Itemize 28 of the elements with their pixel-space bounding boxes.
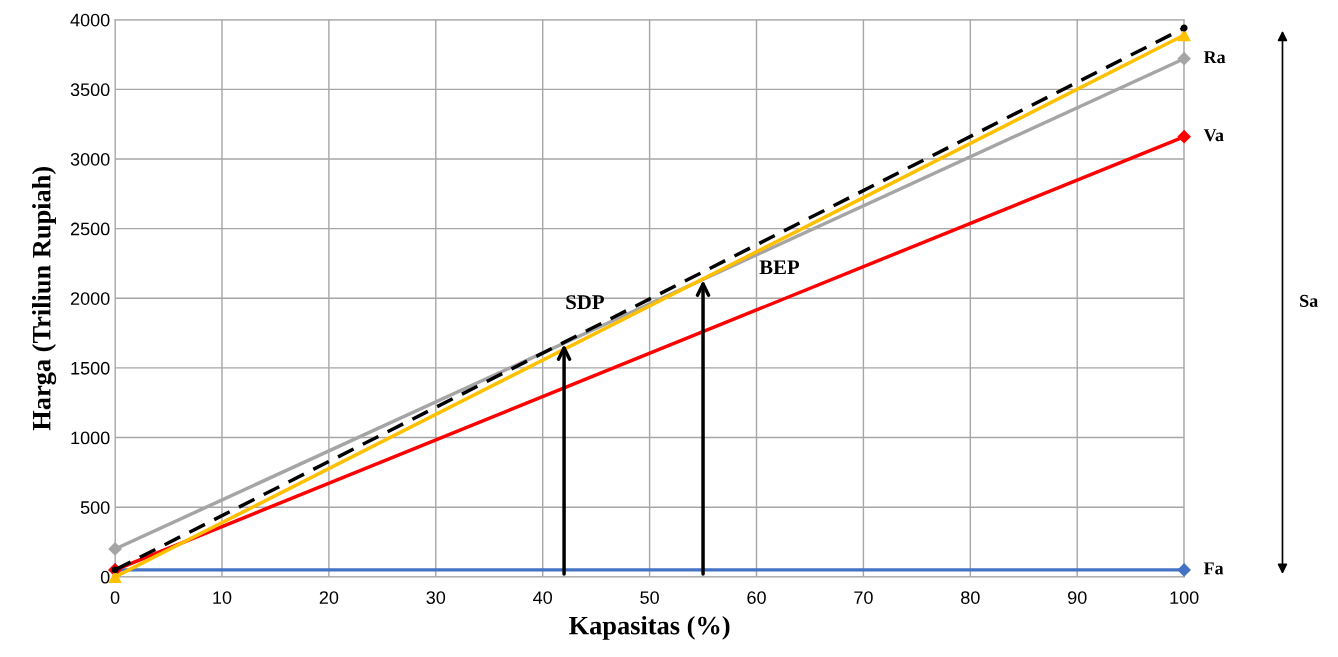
x-tick-label: 10 <box>213 591 232 604</box>
y-tick-label: 500 <box>80 501 110 514</box>
x-tick-label: 80 <box>961 591 980 604</box>
x-tick-label: 30 <box>426 591 446 604</box>
text: Sa <box>1300 294 1318 307</box>
y-tick-label: 1000 <box>71 431 110 445</box>
x-tick-label: 60 <box>747 591 766 604</box>
x-tick-label: 50 <box>640 591 659 604</box>
y-tick-label: 2000 <box>70 292 110 305</box>
y-tick-label: 2500 <box>70 222 110 236</box>
x-tick-label: 70 <box>854 591 873 604</box>
annotation: BEP <box>759 260 800 275</box>
y-tick-label: 3000 <box>70 152 110 166</box>
x-axis-title: Kapasitas (%) <box>569 615 730 640</box>
x-tick-label: 100 <box>1170 591 1199 604</box>
annotation: SDP <box>566 295 604 310</box>
series-label: Ra <box>1203 51 1226 64</box>
y-tick-label: 4000 <box>70 13 110 27</box>
x-tick-label: 90 <box>1068 591 1087 604</box>
x-tick-label: 20 <box>319 591 339 604</box>
y-axis-title: Harga (Triliun Rupiah) <box>32 166 57 431</box>
y-tick-label: 1500 <box>71 361 110 375</box>
series-label: Fa <box>1203 562 1224 575</box>
y-tick-label: 0 <box>100 570 110 584</box>
x-tick-label: 0 <box>110 591 120 604</box>
y-tick-label: 3500 <box>70 83 110 97</box>
series-label: Va <box>1203 129 1224 142</box>
x-tick-label: 40 <box>533 591 553 604</box>
